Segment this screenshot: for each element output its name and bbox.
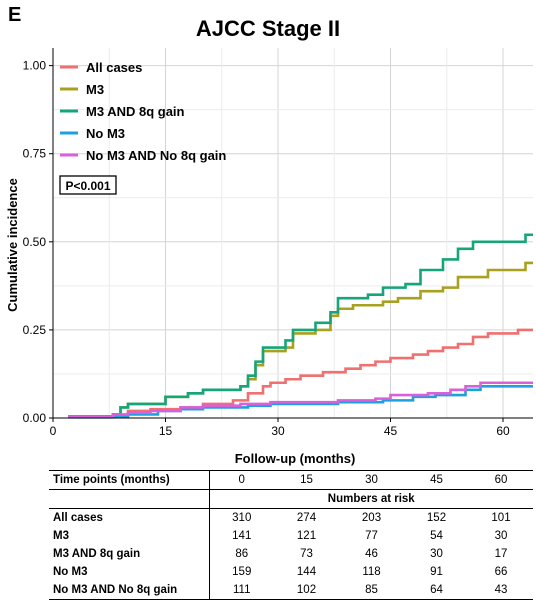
y-tick-label: 0.75 (23, 147, 47, 161)
legend-label: M3 (86, 82, 104, 97)
y-tick-label: 0.25 (23, 323, 47, 337)
risk-table-value: 66 (494, 566, 508, 578)
risk-table-time-point: 30 (339, 470, 404, 490)
risk-table-subheader-row: Numbers at risk (49, 489, 533, 509)
panel-letter: E (8, 4, 22, 26)
y-tick-label: 0.00 (23, 411, 47, 425)
risk-table-value: 17 (494, 548, 508, 560)
risk-table-subheader: Numbers at risk (209, 489, 533, 509)
x-tick-label: 15 (159, 424, 173, 438)
risk-table-value: 85 (339, 581, 404, 600)
risk-table-row-label: No M3 AND No 8q gain (49, 581, 210, 600)
risk-table-empty-cell (49, 489, 210, 509)
y-tick-label: 1.00 (23, 59, 47, 73)
x-tick-label: 45 (384, 424, 398, 438)
risk-table-row: M3 141 121 77 54 30 (49, 527, 533, 545)
risk-table-value: 118 (362, 566, 381, 578)
risk-table-row: All cases 310 274 203 152 101 (49, 508, 533, 527)
risk-table-row-label: All cases (49, 508, 210, 527)
axes: 0 15 30 45 60 0.00 0.25 0.50 0.75 1.00 (23, 48, 533, 438)
risk-table-value: 46 (365, 548, 378, 560)
risk-table-value: 91 (430, 566, 443, 578)
risk-table-value: 152 (426, 512, 447, 524)
risk-table-value: 86 (235, 548, 249, 560)
risk-table-value: 77 (365, 530, 378, 542)
y-axis-label: Cumulative incidence (5, 178, 20, 312)
risk-table-value: 30 (430, 548, 443, 560)
x-tick-label: 60 (496, 424, 510, 438)
risk-table-value: 54 (430, 530, 443, 542)
risk-table-value: 64 (404, 581, 469, 600)
risk-table-row-label: No M3 (49, 563, 210, 581)
risk-table-header-row: Time points (months) 0 15 30 45 60 (49, 470, 533, 490)
x-axis-label: Follow-up (months) (235, 451, 356, 466)
legend-label: No M3 AND No 8q gain (86, 148, 226, 163)
series-lines (68, 233, 533, 419)
series-line (68, 381, 533, 418)
risk-table-value: 73 (300, 548, 313, 560)
risk-table-row: M3 AND 8q gain 86 73 46 30 17 (49, 545, 533, 563)
y-tick-label: 0.50 (23, 235, 47, 249)
risk-table-value: 43 (469, 581, 533, 600)
risk-table-value: 203 (361, 512, 382, 524)
series-line (68, 233, 533, 418)
legend-label: No M3 (86, 126, 125, 141)
risk-table-value: 121 (296, 530, 317, 542)
risk-table-value: 310 (232, 512, 252, 524)
risk-table-value: 144 (296, 566, 317, 578)
chart-title: AJCC Stage II (195, 16, 341, 41)
risk-table-row-label: M3 (49, 527, 210, 545)
risk-table-value: 111 (209, 581, 274, 600)
risk-table-value: 101 (491, 512, 511, 524)
legend: All cases M3 M3 AND 8q gain No M3 No M3 AND … (60, 60, 226, 163)
risk-table-time-point: 15 (274, 470, 339, 490)
risk-table-value: 30 (494, 530, 508, 542)
risk-table-time-point: 45 (404, 470, 469, 490)
risk-table-header-label: Time points (months) (49, 470, 210, 490)
x-tick-label: 30 (271, 424, 285, 438)
risk-table-value: 141 (232, 530, 252, 542)
risk-table-row: No M3 AND No 8q gain 111 102 85 64 43 (49, 581, 533, 600)
risk-table-row-label: M3 AND 8q gain (49, 545, 210, 563)
risk-table: Time points (months) 0 15 30 45 60 Numbers at … (49, 470, 533, 600)
x-tick-label: 0 (50, 424, 57, 438)
p-value-annotation: P<0.001 (59, 175, 117, 195)
risk-table-time-point: 0 (209, 470, 274, 490)
risk-table-value: 102 (274, 581, 339, 600)
risk-table-row: No M3 159 144 118 91 66 (49, 563, 533, 581)
p-value-text: P<0.001 (65, 179, 110, 193)
chart-plot: 0 15 30 45 60 0.00 0.25 0.50 0.75 1.00 Cumulative… (5, 48, 533, 466)
legend-label: All cases (86, 60, 142, 75)
risk-table-time-point: 60 (469, 470, 533, 490)
risk-table-value: 274 (296, 512, 317, 524)
legend-label: M3 AND 8q gain (86, 104, 185, 119)
risk-table-value: 159 (232, 566, 252, 578)
